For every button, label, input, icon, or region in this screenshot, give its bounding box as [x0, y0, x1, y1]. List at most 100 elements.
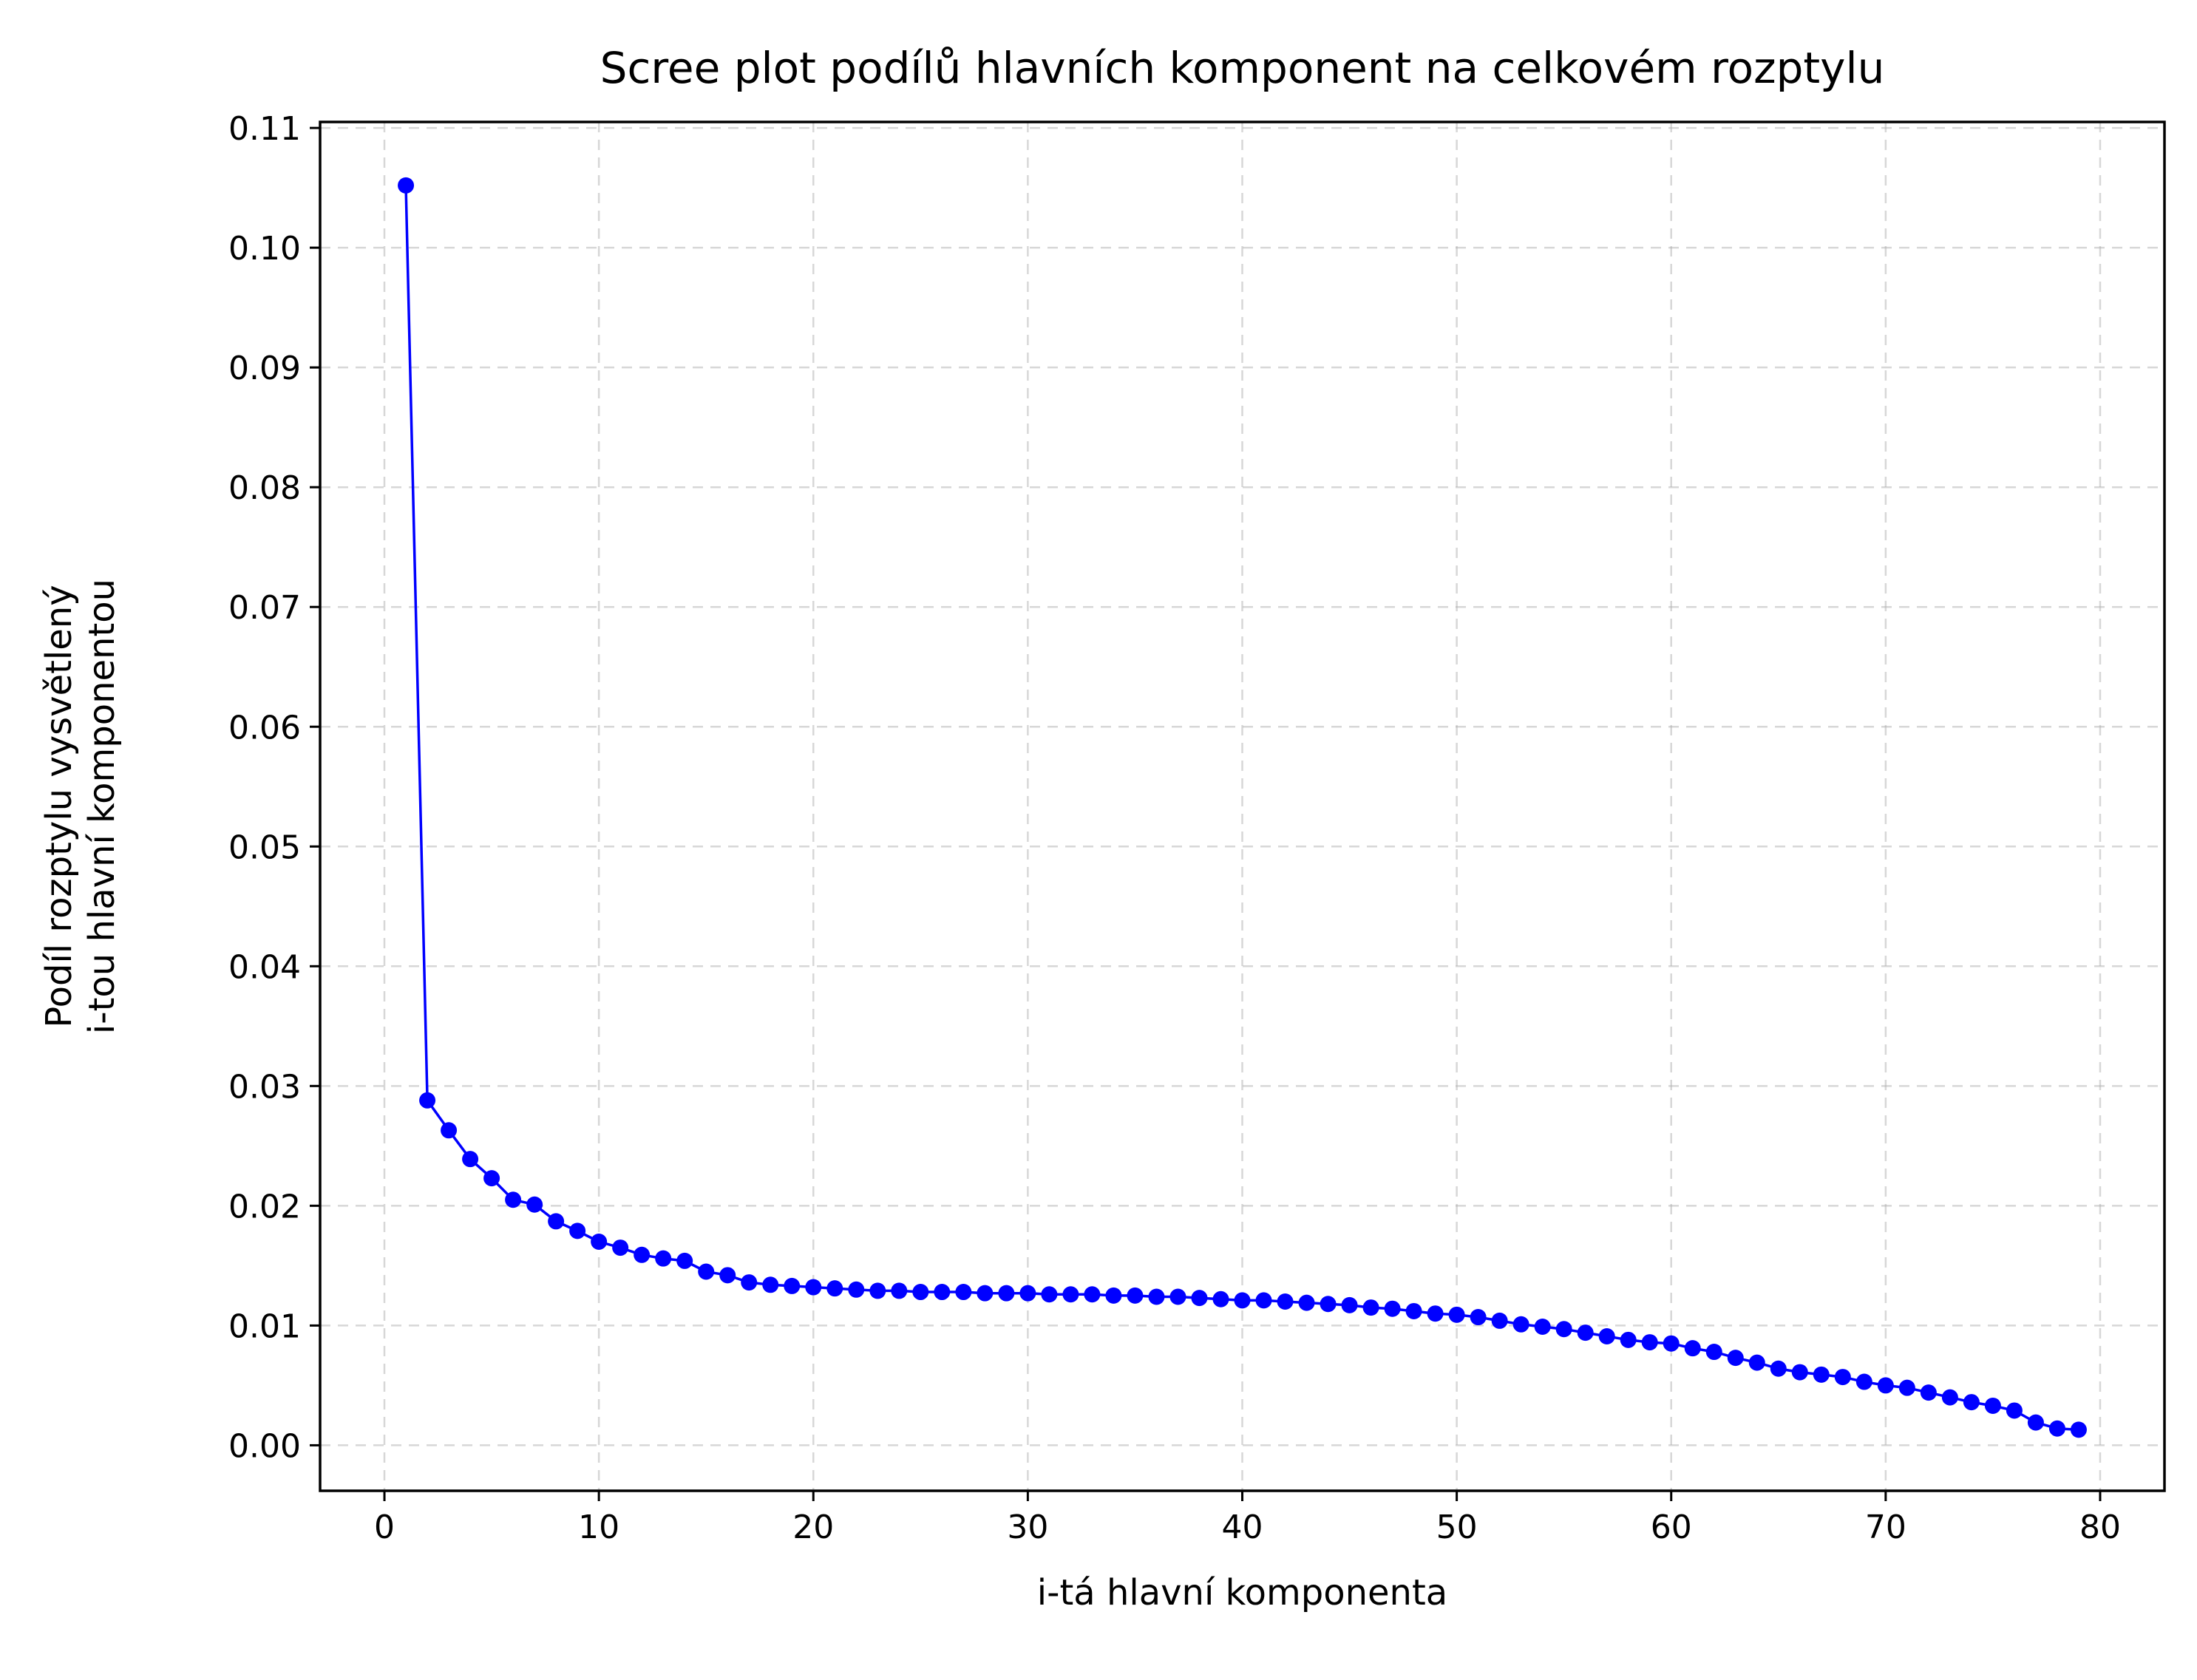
data-point	[1148, 1288, 1165, 1305]
data-point	[762, 1276, 779, 1293]
y-tick-label: 0.01	[228, 1307, 301, 1345]
data-point	[634, 1246, 651, 1263]
data-point	[1748, 1354, 1765, 1371]
data-point	[1341, 1296, 1358, 1313]
data-point	[2070, 1421, 2087, 1438]
data-point	[1019, 1285, 1036, 1302]
x-tick-label: 0	[374, 1509, 395, 1546]
data-point	[848, 1281, 865, 1298]
data-point	[1813, 1366, 1830, 1383]
x-tick-label: 70	[1865, 1509, 1906, 1546]
data-point	[1727, 1350, 1744, 1367]
y-axis: 0.00 0.01 0.02 0.03 0.04 0.05 0.06 0.07 0.08 0.09…	[228, 110, 320, 1465]
y-axis-label-line-1: Podíl rozptylu vysvětlený	[38, 585, 80, 1027]
x-axis: 0 10 20 30 40 50 60 70 80	[374, 1491, 2121, 1546]
data-point	[2027, 1414, 2044, 1431]
data-point	[1255, 1292, 1272, 1309]
x-axis-label: i-tá hlavní komponenta	[1037, 1572, 1447, 1613]
data-point	[1298, 1294, 1315, 1311]
data-point	[1470, 1309, 1487, 1326]
data-point	[1834, 1369, 1851, 1386]
series-layer	[398, 177, 2087, 1438]
data-point	[1212, 1290, 1229, 1307]
y-tick-label: 0.11	[228, 110, 301, 148]
data-point	[441, 1122, 458, 1139]
data-point	[998, 1285, 1015, 1302]
data-point	[955, 1284, 972, 1301]
data-point	[1062, 1286, 1079, 1303]
y-tick-label: 0.07	[228, 589, 301, 627]
y-tick-label: 0.10	[228, 230, 301, 268]
data-point	[1169, 1288, 1186, 1305]
data-point	[548, 1213, 565, 1230]
data-point	[1941, 1389, 1958, 1406]
data-point	[591, 1233, 608, 1250]
y-tick-label: 0.08	[228, 469, 301, 507]
data-point	[1105, 1287, 1122, 1304]
y-tick-label: 0.03	[228, 1068, 301, 1106]
data-point	[483, 1170, 500, 1187]
data-point	[698, 1263, 715, 1280]
data-point	[676, 1252, 693, 1269]
x-tick-label: 10	[578, 1509, 619, 1546]
y-tick-label: 0.05	[228, 829, 301, 866]
data-point	[741, 1274, 758, 1291]
data-point	[1920, 1384, 1937, 1401]
x-tick-label: 80	[2079, 1509, 2121, 1546]
data-point	[912, 1284, 929, 1301]
y-tick-label: 0.04	[228, 948, 301, 986]
data-point	[1641, 1334, 1658, 1351]
data-point	[1041, 1286, 1058, 1303]
data-point	[1191, 1290, 1208, 1307]
data-point	[2048, 1420, 2065, 1437]
data-point	[526, 1196, 543, 1213]
data-point	[1512, 1316, 1529, 1333]
x-tick-label: 30	[1007, 1509, 1048, 1546]
data-point	[1984, 1397, 2001, 1414]
x-tick-label: 60	[1651, 1509, 1692, 1546]
data-point	[719, 1267, 736, 1284]
y-axis-label-line-2: i-tou hlavní komponentou	[81, 579, 123, 1034]
data-point	[1384, 1300, 1401, 1317]
data-point	[891, 1282, 908, 1299]
data-point	[1791, 1364, 1808, 1381]
data-point	[398, 177, 415, 194]
data-point	[1663, 1335, 1680, 1352]
data-point	[1898, 1379, 1915, 1396]
data-point	[1277, 1293, 1294, 1310]
chart-title: Scree plot podílů hlavních komponent na …	[600, 43, 1885, 93]
data-point	[1770, 1360, 1787, 1377]
data-point	[1620, 1331, 1637, 1348]
y-tick-label: 0.02	[228, 1188, 301, 1225]
data-point	[1534, 1319, 1551, 1336]
data-point	[1448, 1306, 1465, 1323]
data-point	[1705, 1344, 1722, 1361]
data-point	[1963, 1394, 1980, 1411]
data-point	[1320, 1296, 1337, 1313]
x-tick-label: 20	[792, 1509, 834, 1546]
data-point	[2006, 1402, 2023, 1419]
y-tick-label: 0.00	[228, 1427, 301, 1465]
data-point	[934, 1284, 951, 1301]
data-point	[1405, 1302, 1422, 1319]
y-tick-label: 0.09	[228, 350, 301, 387]
data-point	[655, 1250, 672, 1267]
data-point	[505, 1191, 522, 1208]
data-point	[1877, 1377, 1894, 1394]
data-point	[1555, 1321, 1572, 1338]
x-tick-label: 40	[1222, 1509, 1263, 1546]
data-point	[1491, 1312, 1508, 1329]
y-tick-label: 0.06	[228, 709, 301, 747]
data-point	[977, 1285, 994, 1302]
data-point	[826, 1280, 843, 1297]
data-point	[1362, 1299, 1379, 1316]
grid	[320, 122, 2164, 1491]
x-tick-label: 50	[1436, 1509, 1478, 1546]
data-point	[612, 1239, 629, 1256]
data-point	[784, 1277, 801, 1294]
data-point	[1684, 1340, 1701, 1357]
data-point	[1127, 1287, 1144, 1304]
data-point	[1427, 1305, 1444, 1322]
